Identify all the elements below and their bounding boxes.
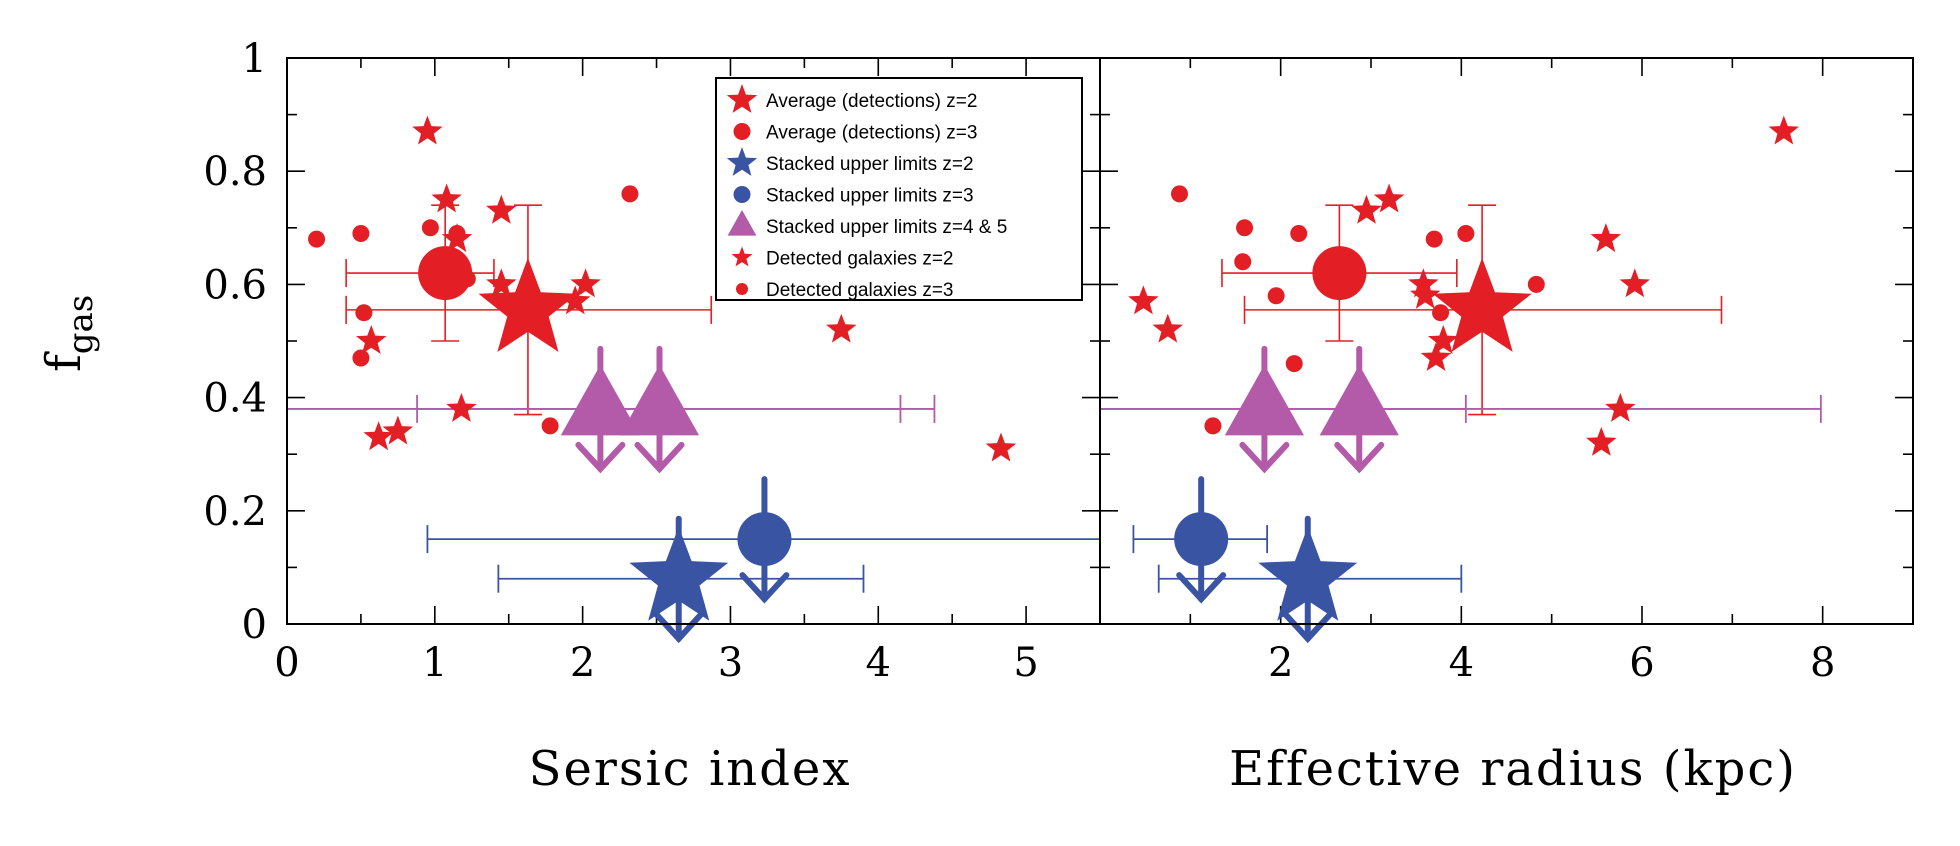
galaxy-star-point xyxy=(446,392,477,422)
legend-marker xyxy=(733,123,751,140)
galaxy-star-point xyxy=(1586,426,1617,456)
y-tick-label: 0.6 xyxy=(203,262,267,308)
x-tick-label: 1 xyxy=(422,640,447,686)
stacked-triangle-marker xyxy=(1224,364,1305,436)
y-tick-label: 0.4 xyxy=(203,376,267,422)
legend-label: Stacked upper limits z=3 xyxy=(766,186,974,207)
x-axis-label-left: Sersic index xyxy=(529,741,852,797)
average-star-marker xyxy=(478,257,578,352)
x-tick-label: 4 xyxy=(1449,640,1474,686)
galaxy-star-point xyxy=(1351,194,1382,224)
axes-frames xyxy=(286,57,1914,625)
y-tick-label: 0.2 xyxy=(203,489,267,535)
x-tick-label: 2 xyxy=(570,640,595,686)
galaxy-circle-point xyxy=(1527,275,1545,293)
galaxy-star-point xyxy=(431,183,462,213)
x-tick-label: 4 xyxy=(866,640,891,686)
plot-frame-right xyxy=(1099,57,1914,625)
galaxy-star-point xyxy=(1128,285,1159,315)
galaxy-star-point xyxy=(1373,183,1405,213)
legend-label: Stacked upper limits z=2 xyxy=(766,154,974,175)
galaxy-star-point xyxy=(363,421,394,451)
y-axis-label: fgas xyxy=(36,295,101,372)
galaxy-circle-point xyxy=(1457,224,1475,242)
legend: Average (detections) z=2 Average (detecti… xyxy=(715,77,1083,301)
average-circle-marker xyxy=(418,246,473,301)
x-tick-label: 8 xyxy=(1810,640,1835,686)
galaxy-star-point xyxy=(1428,325,1459,354)
galaxy-circle-point xyxy=(308,230,326,248)
galaxy-star-point xyxy=(826,313,857,343)
galaxy-circle-point xyxy=(621,185,639,203)
average-circle-marker xyxy=(1174,512,1229,567)
y-tick-label: 0 xyxy=(242,602,267,648)
galaxy-star-point xyxy=(1420,342,1452,371)
legend-marker xyxy=(736,283,748,295)
x-tick-label: 3 xyxy=(718,640,743,686)
x-tick-label: 6 xyxy=(1629,640,1654,686)
galaxy-circle-point xyxy=(1170,185,1188,203)
galaxy-circle-point xyxy=(352,349,370,367)
legend-marker xyxy=(727,210,757,236)
galaxy-circle-point xyxy=(448,224,466,242)
galaxy-circle-point xyxy=(421,219,439,237)
average-star-marker xyxy=(1258,526,1358,621)
galaxy-star-point xyxy=(412,115,443,145)
galaxy-star-point xyxy=(570,268,601,298)
galaxy-star-point xyxy=(1152,313,1183,343)
average-star-marker xyxy=(629,526,729,621)
legend-marker xyxy=(733,186,751,203)
legend-marker xyxy=(731,246,753,267)
tick-labels: 0 1 2 3 4 5 0 0.2 0.4 0.6 0.8 1 2 4 6 8 xyxy=(203,36,1835,686)
legend-label: Average (detections) z=2 xyxy=(766,91,977,112)
galaxy-circle-point xyxy=(1234,253,1252,271)
x-tick-label: 2 xyxy=(1268,640,1293,686)
average-circle-marker xyxy=(737,512,792,567)
galaxy-star-point xyxy=(1768,115,1799,145)
galaxy-star-point xyxy=(486,194,517,224)
galaxy-circle-point xyxy=(1432,304,1450,322)
average-star-marker xyxy=(1432,257,1532,352)
stacked-triangle-marker xyxy=(1319,364,1399,436)
y-tick-label: 0.8 xyxy=(203,149,267,195)
legend-marker xyxy=(726,147,758,176)
galaxy-circle-point xyxy=(541,417,559,435)
x-tick-label: 5 xyxy=(1013,640,1038,686)
galaxy-star-point xyxy=(486,268,517,298)
galaxy-circle-point xyxy=(1425,230,1443,248)
galaxy-star-point xyxy=(1619,268,1650,298)
galaxy-star-point xyxy=(356,325,387,354)
x-axis-label-right: Effective radius (kpc) xyxy=(1229,741,1797,797)
galaxy-circle-point xyxy=(1290,224,1308,242)
legend-label: Detected galaxies z=2 xyxy=(766,249,953,270)
legend-label: Stacked upper limits z=4 & 5 xyxy=(766,217,1007,238)
galaxy-star-point xyxy=(985,432,1017,462)
galaxy-circle-point xyxy=(1236,219,1254,237)
galaxy-star-point xyxy=(1410,279,1441,309)
y-tick-label: 1 xyxy=(242,36,267,82)
galaxy-circle-point xyxy=(352,224,370,242)
stacked-triangle-marker xyxy=(619,364,700,436)
galaxy-star-point xyxy=(1605,392,1636,422)
stacked-triangle-marker xyxy=(560,364,640,436)
galaxy-circle-point xyxy=(355,304,373,322)
legend-label: Average (detections) z=3 xyxy=(766,123,977,144)
galaxy-circle-point xyxy=(1204,417,1222,435)
galaxy-circle-point xyxy=(1267,287,1285,305)
galaxy-star-point xyxy=(1590,223,1622,253)
average-circle-marker xyxy=(1312,246,1367,301)
galaxy-star-point xyxy=(382,415,414,445)
legend-box xyxy=(715,77,1083,301)
x-tick-label: 0 xyxy=(274,640,299,686)
markers xyxy=(308,115,1799,644)
legend-label: Detected galaxies z=3 xyxy=(766,280,953,301)
galaxy-circle-point xyxy=(1285,355,1303,373)
legend-marker xyxy=(726,84,758,113)
galaxy-star-point xyxy=(1408,268,1439,298)
galaxy-star-point xyxy=(560,285,591,315)
